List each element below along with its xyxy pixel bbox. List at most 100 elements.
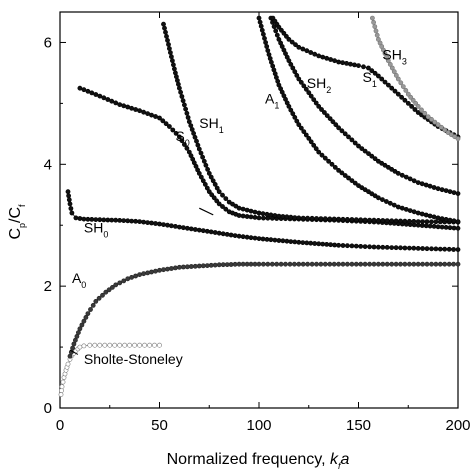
data-point [446,261,452,267]
data-point [168,54,174,60]
data-point [260,236,266,242]
data-point [329,161,335,167]
data-point [358,261,364,267]
data-point [356,63,361,68]
data-point [398,80,404,86]
data-point [166,42,171,47]
data-point [387,200,393,206]
data-point [157,115,162,121]
data-point [110,284,115,290]
data-point [407,208,413,213]
plot-frame [59,11,459,409]
data-point [117,102,123,107]
data-point [433,219,439,225]
data-point [81,87,87,93]
data-point [327,116,333,121]
data-point [171,66,177,72]
data-point [60,379,66,385]
data-point [204,185,210,191]
mode-label: SH2 [307,75,331,95]
data-point [411,261,417,267]
data-point [304,240,310,246]
data-point [216,230,222,236]
data-point [109,217,115,223]
data-point [179,94,185,99]
data-point [344,261,350,267]
mode-label-sub: 1 [274,100,279,110]
data-point [322,155,328,161]
data-point [206,170,212,176]
data-point [274,261,280,267]
data-point [286,104,292,109]
data-point [435,215,441,221]
x-axis-label-tail: a [340,451,349,468]
data-point [312,51,318,57]
data-point [379,76,385,82]
data-point [164,34,169,39]
data-point [339,128,345,134]
data-point [375,73,381,79]
data-point [208,174,214,180]
data-point [65,189,71,195]
data-point [304,48,310,54]
pointer-arrow [69,349,79,355]
data-point [176,85,182,91]
data-point [214,198,220,204]
data-point [342,131,348,137]
data-point [203,162,209,168]
data-point [336,59,341,65]
data-point [447,189,453,194]
data-point [77,326,83,332]
data-point [137,108,142,114]
data-point [372,70,378,76]
data-point [308,93,314,99]
data-point [309,215,315,221]
data-point [142,342,147,348]
data-point [348,61,353,67]
data-point [192,134,198,140]
data-point [455,261,461,267]
y-tick-label: 0 [44,400,52,417]
data-point [280,238,286,244]
data-point [455,219,461,224]
data-point [322,216,328,222]
data-point [423,182,429,188]
data-point [256,215,262,221]
data-point [184,145,190,151]
data-point [437,261,443,267]
data-point [442,246,448,252]
data-point [256,261,262,267]
data-point [170,62,176,68]
mode-label-sub: 0 [103,230,108,240]
data-point [442,127,448,133]
data-point [362,148,368,154]
data-point [212,181,218,187]
data-point [393,218,399,224]
data-point [260,261,266,267]
data-point [427,213,433,219]
data-point [372,24,378,29]
data-point [168,223,174,229]
data-point [240,206,246,212]
data-point [101,95,107,101]
data-point [308,139,314,145]
data-point [445,130,451,135]
data-point [173,130,179,136]
data-point [395,76,401,82]
data-point [433,261,439,267]
data-point [300,261,306,267]
data-point [181,142,187,147]
mode-label: SH3 [382,47,406,67]
data-point [402,97,408,103]
data-point [405,91,411,97]
data-point [268,237,274,243]
data-point [180,225,186,231]
data-point [409,104,414,109]
data-point [198,174,204,180]
data-point [331,261,337,267]
data-point [152,342,157,348]
data-point [97,93,103,99]
data-point [236,213,242,218]
data-point [393,261,399,267]
